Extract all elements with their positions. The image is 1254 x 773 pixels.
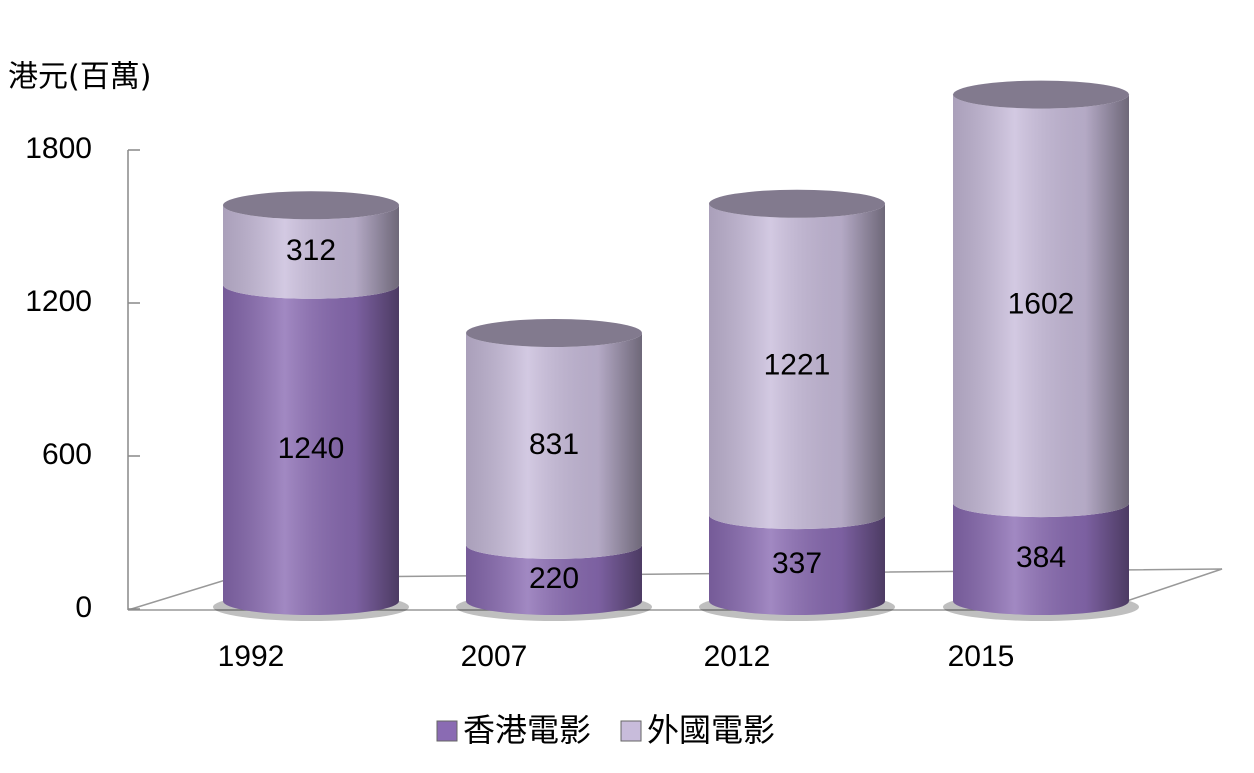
bar-shading <box>223 205 399 299</box>
bar-shading <box>223 284 399 615</box>
value-label: 1602 <box>1008 288 1075 321</box>
bar-shading <box>953 94 1129 518</box>
legend-label: 外國電影 <box>647 711 775 749</box>
x-tick-label: 2007 <box>461 640 528 673</box>
value-label: 312 <box>286 234 336 267</box>
value-label: 220 <box>529 562 579 595</box>
value-label: 831 <box>529 428 579 461</box>
y-tick-label: 600 <box>42 438 92 471</box>
value-label: 1221 <box>764 348 831 381</box>
bar-shading <box>466 332 642 559</box>
bar-shading <box>466 544 642 615</box>
x-tick-label: 2015 <box>948 640 1015 673</box>
bar-shading <box>953 503 1129 615</box>
bar-shading <box>709 203 885 530</box>
bar-top <box>709 189 885 218</box>
value-label: 337 <box>772 547 822 580</box>
bar-top <box>466 318 642 347</box>
bar-top <box>953 80 1129 109</box>
legend-swatch <box>620 720 642 742</box>
legend-label: 香港電影 <box>463 711 591 749</box>
bar-shading <box>709 515 885 615</box>
y-tick-label: 1800 <box>25 132 92 165</box>
bar-top-shade <box>953 80 1129 109</box>
bar-top-shade <box>466 318 642 347</box>
y-axis-label: 港元(百萬) <box>8 60 151 95</box>
value-label: 384 <box>1016 541 1066 574</box>
bar-top-shade <box>709 189 885 218</box>
x-tick-label: 1992 <box>218 640 285 673</box>
value-label: 1240 <box>278 432 345 465</box>
legend-swatch <box>436 720 458 742</box>
y-tick-label: 0 <box>75 591 92 624</box>
bar-top-shade <box>223 191 399 220</box>
bar-top <box>223 191 399 220</box>
y-tick-label: 1200 <box>25 285 92 318</box>
x-tick-label: 2012 <box>704 640 771 673</box>
